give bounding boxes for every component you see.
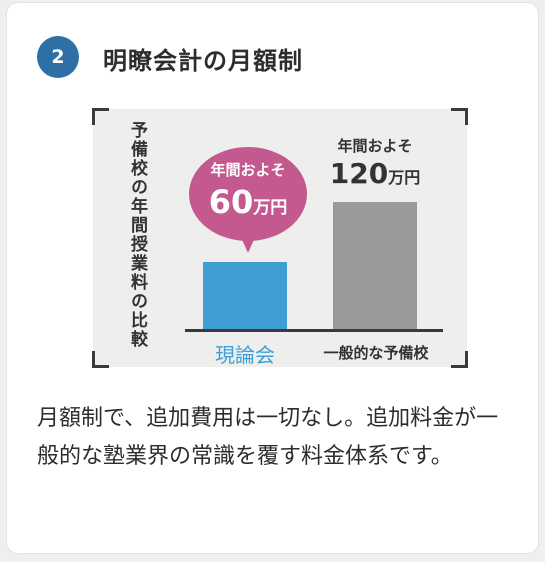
feature-card: 2 明瞭会計の月額制 予備校の年間授業料の比較 年間およそ 60万円 年間およそ… bbox=[6, 2, 539, 554]
category-label-general: 一般的な予備校 bbox=[323, 344, 429, 362]
bubble-tail bbox=[239, 233, 257, 253]
comparison-chart: 予備校の年間授業料の比較 年間およそ 60万円 年間およそ 120万円 現論会 … bbox=[92, 108, 468, 368]
category-label-genronkai: 現論会 bbox=[215, 343, 275, 367]
frame-corner-bottom-left bbox=[92, 351, 109, 368]
chart-title: 予備校の年間授業料の比較 bbox=[127, 121, 147, 349]
general-value: 120 bbox=[329, 157, 389, 190]
bubble-price: 60万円 bbox=[189, 183, 307, 221]
general-prefix: 年間およそ bbox=[337, 137, 413, 155]
badge-number: 2 bbox=[51, 46, 65, 68]
bubble-value: 60 bbox=[208, 183, 254, 221]
frame-corner-top-left bbox=[92, 108, 109, 125]
bubble-prefix: 年間およそ bbox=[210, 161, 286, 179]
number-badge: 2 bbox=[37, 36, 79, 78]
frame-corner-bottom-right bbox=[451, 351, 468, 368]
card-title: 明瞭会計の月額制 bbox=[103, 47, 303, 75]
bubble-body bbox=[189, 147, 307, 241]
frame-corner-top-right bbox=[451, 108, 468, 125]
price-bubble: 年間およそ 60万円 bbox=[189, 147, 307, 253]
chart-baseline bbox=[185, 329, 443, 332]
bar-general-prep-school bbox=[333, 202, 417, 330]
general-price: 120万円 bbox=[323, 157, 427, 190]
card-description: 月額制で、追加費用は一切なし。追加料金が一般的な塾業界の常識を覆す料金体系です。 bbox=[37, 406, 499, 469]
bubble-unit: 万円 bbox=[253, 198, 288, 218]
general-unit: 万円 bbox=[388, 168, 421, 187]
bar-genronkai bbox=[203, 262, 287, 330]
